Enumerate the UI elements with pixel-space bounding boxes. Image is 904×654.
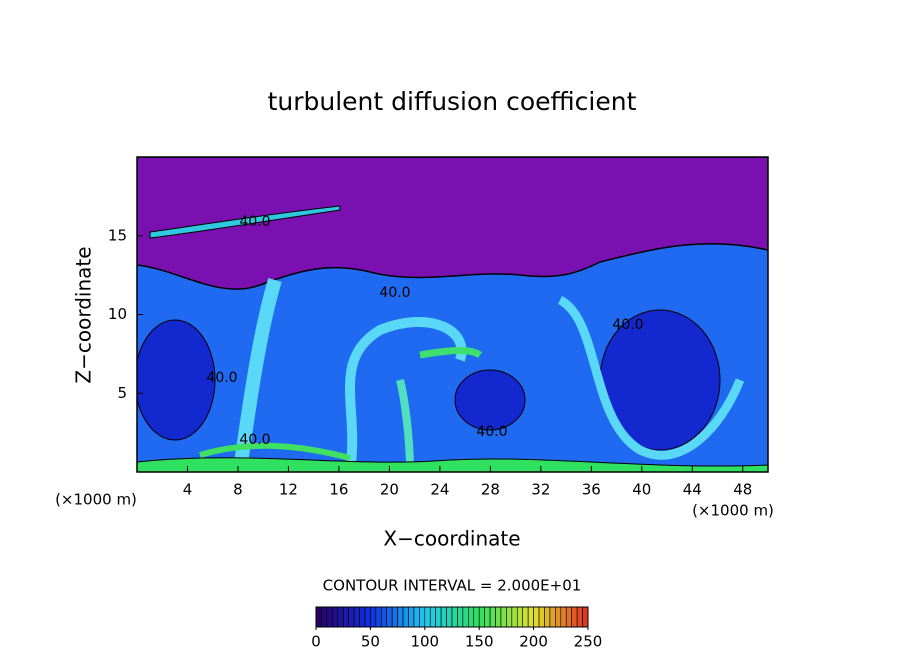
colorbar-swatch (397, 606, 404, 628)
colorbar-tick-label: 150 (465, 633, 494, 651)
colorbar-swatch (478, 606, 485, 628)
colorbar-swatch (413, 606, 420, 628)
y-tick-label: 5 (117, 384, 127, 402)
colorbar-tick-label: 250 (574, 633, 603, 651)
contour-label: 40.0 (206, 370, 237, 386)
colorbar-swatch (446, 606, 453, 628)
colorbar-swatch (473, 606, 480, 628)
colorbar-swatch (353, 606, 360, 628)
colorbar-swatch (315, 606, 322, 628)
colorbar-swatch (462, 606, 469, 628)
colorbar-swatch (522, 606, 529, 628)
contour-labels: 40.0 40.0 40.0 40.0 40.0 40.0 (206, 214, 643, 448)
contour-field (137, 157, 768, 472)
y-tick-label: 15 (108, 226, 127, 244)
contour-label: 40.0 (379, 285, 410, 301)
colorbar-swatch (321, 606, 328, 628)
colorbar-swatch (435, 606, 442, 628)
colorbar-swatch (560, 606, 567, 628)
colorbar-swatch (484, 606, 491, 628)
colorbar-tick-label: 200 (519, 633, 548, 651)
contour-label: 40.0 (239, 432, 270, 448)
contour-interval: CONTOUR INTERVAL = 2.000E+01 (323, 577, 582, 595)
x-tick-label: 20 (380, 481, 399, 499)
colorbar-swatch (359, 606, 366, 628)
contour-label: 40.0 (612, 317, 643, 333)
colorbar-swatch (571, 606, 578, 628)
x-tick-label: 36 (582, 481, 601, 499)
x-tick-label: 44 (683, 481, 702, 499)
contour-label: 40.0 (239, 214, 270, 230)
chart-title: turbulent diffusion coefficient (268, 87, 637, 116)
x-tick-label: 48 (733, 481, 752, 499)
colorbar-swatch (408, 606, 415, 628)
colorbar-swatch (364, 606, 371, 628)
colorbar-swatch (391, 606, 398, 628)
x-unit-label: (×1000 m) (692, 502, 774, 520)
colorbar-swatch (495, 606, 502, 628)
colorbar-swatch (370, 606, 377, 628)
colorbar-swatch (555, 606, 562, 628)
colorbar-swatch (337, 606, 344, 628)
colorbar-swatch (457, 606, 464, 628)
colorbar-swatch (489, 606, 496, 628)
y-unit-label: (×1000 m) (55, 491, 137, 509)
colorbar-swatch (424, 606, 431, 628)
colorbar-swatch (527, 606, 534, 628)
colorbar-swatch (402, 606, 409, 628)
colorbar-tick-label: 100 (410, 633, 439, 651)
x-axis-label: X−coordinate (383, 527, 520, 551)
colorbar-swatch (549, 606, 556, 628)
colorbar-swatch (544, 606, 551, 628)
colorbar-tick-label: 50 (361, 633, 380, 651)
x-tick-label: 24 (430, 481, 449, 499)
colorbar-swatch (506, 606, 513, 628)
colorbar-swatch (565, 606, 572, 628)
x-tick-label: 16 (329, 481, 348, 499)
x-tick-label: 28 (481, 481, 500, 499)
colorbar-swatch (375, 606, 382, 628)
colorbar-swatch (582, 606, 589, 628)
colorbar-swatch (516, 606, 524, 628)
x-tick-label: 4 (183, 481, 193, 499)
colorbar-swatch (533, 606, 540, 628)
colorbar-swatch (348, 606, 355, 628)
colorbar-frame (315, 606, 589, 628)
x-tick-label: 40 (632, 481, 651, 499)
colorbar-tick-label: 0 (311, 633, 321, 651)
x-tick-label: 12 (279, 481, 298, 499)
colorbar-swatch (440, 606, 447, 628)
colorbar-swatch (576, 606, 583, 628)
contour-label: 40.0 (476, 424, 507, 440)
y-axis-label: Z−coordinate (72, 246, 96, 383)
colorbar-swatch (511, 606, 518, 628)
colorbar-swatch (429, 606, 436, 628)
x-tick-label: 32 (531, 481, 550, 499)
colorbar-swatch (419, 606, 426, 628)
y-tick-label: 10 (108, 305, 127, 323)
colorbar-swatch (451, 606, 458, 628)
colorbar-swatch (326, 606, 333, 628)
colorbar-swatch (332, 606, 339, 628)
colorbar-swatch (386, 606, 393, 628)
colorbar-swatch (468, 606, 475, 628)
x-tick-label: 8 (233, 481, 243, 499)
colorbar-swatch (500, 606, 507, 628)
colorbar-swatch (342, 606, 349, 628)
colorbar-swatch (380, 606, 388, 628)
colorbar-swatch (538, 606, 545, 628)
